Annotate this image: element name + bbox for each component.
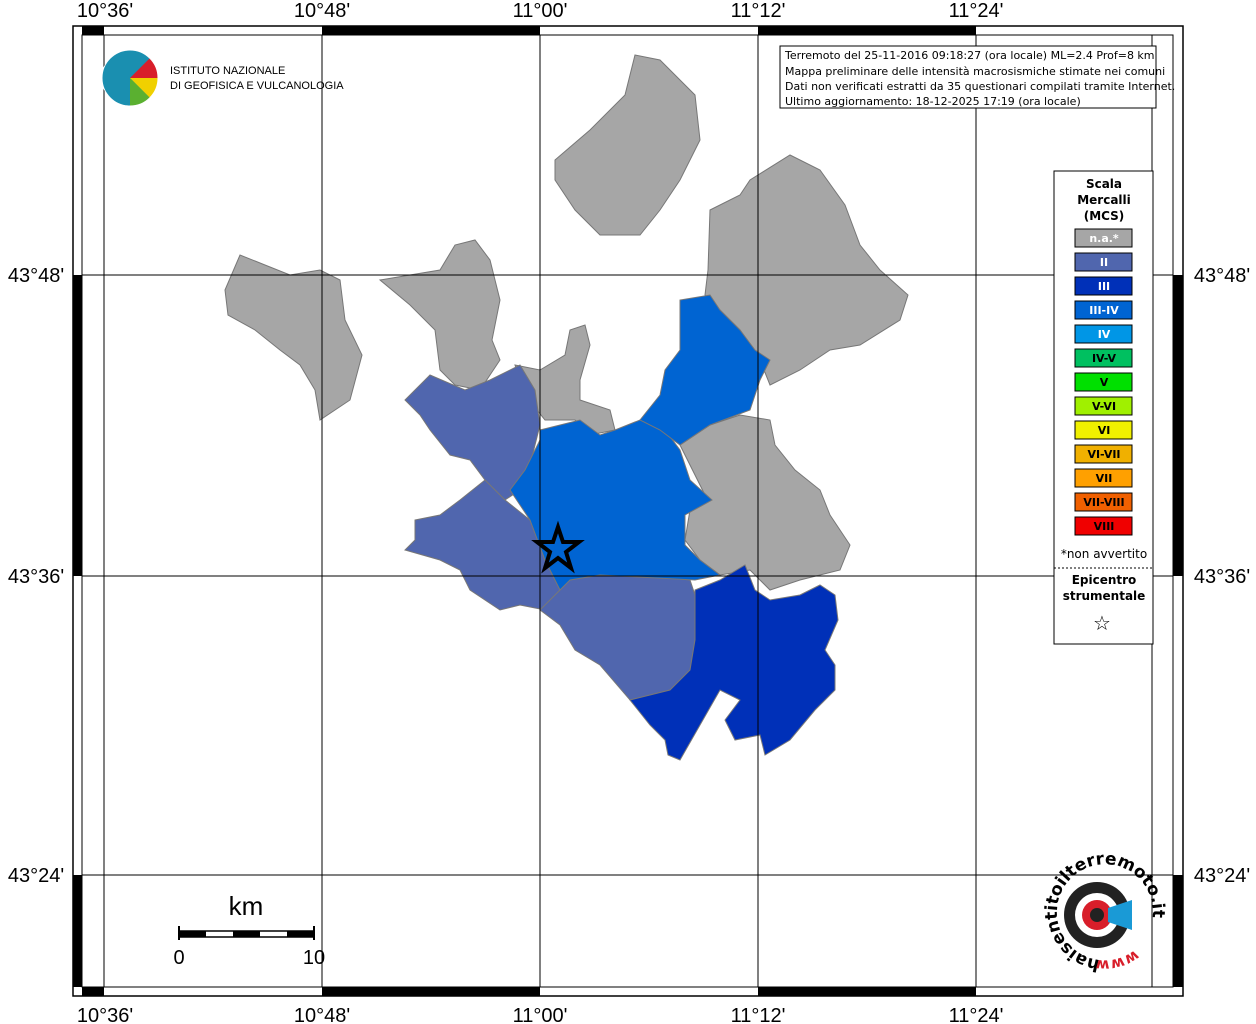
frame: [72, 25, 1184, 997]
lat-label: 43°36': [8, 566, 64, 588]
legend: Scala Mercalli (MCS) *non avvertito Epic…: [1053, 170, 1154, 645]
lon-label: 11°12': [731, 1005, 786, 1024]
legend-swatch: [1074, 252, 1133, 272]
institute-line: DI GEOFISICA E VULCANOLOGIA: [170, 80, 344, 92]
legend-swatch: [1074, 492, 1133, 512]
info-line: Terremoto del 25-11-2016 09:18:27 (ora l…: [784, 49, 1155, 62]
municipality: [378, 239, 501, 391]
legend-label: VIII: [1094, 520, 1115, 533]
epicenter-symbol: ☆: [1093, 611, 1111, 635]
lat-label: 43°48': [1194, 265, 1250, 287]
municipality: [639, 294, 771, 446]
ingv-logo: ISTITUTO NAZIONALE DI GEOFISICA E VULCAN…: [101, 49, 344, 107]
info-line: Dati non verificati estratti da 35 quest…: [785, 80, 1175, 93]
graticule: [82, 35, 1173, 987]
legend-title: Mercalli: [1077, 193, 1131, 207]
legend-label: IV-V: [1092, 352, 1117, 365]
lat-label: 43°36': [1194, 566, 1250, 588]
lat-label: 43°24': [8, 865, 64, 887]
legend-note: *non avvertito: [1061, 547, 1147, 561]
legend-swatch: [1074, 228, 1133, 248]
lon-label: 10°48': [294, 0, 350, 22]
legend-swatch: [1074, 516, 1133, 536]
coordinate-labels: 10°36' 10°36' 10°48' 10°48' 11°00' 11°00' 11°1…: [8, 0, 1250, 1024]
epicenter-label: strumentale: [1063, 589, 1146, 603]
legend-label: V-VI: [1092, 400, 1116, 413]
legend-label: II: [1100, 256, 1108, 269]
scale-label: 0: [173, 947, 184, 969]
municipality: [554, 54, 701, 236]
legend-swatch: [1074, 468, 1133, 488]
lat-label: 43°48': [8, 265, 64, 287]
legend-swatch: [1074, 420, 1133, 440]
institute-line: ISTITUTO NAZIONALE: [170, 65, 285, 77]
legend-label: IV: [1098, 328, 1111, 341]
lon-label: 10°36': [77, 1005, 133, 1024]
info-box: Terremoto del 25-11-2016 09:18:27 (ora l…: [779, 45, 1175, 109]
lon-label: 11°12': [731, 0, 786, 22]
scale-bar: km 0 10: [173, 891, 325, 969]
epicenter-star: [531, 520, 585, 574]
legend-swatch: [1074, 324, 1133, 344]
legend-label: III: [1098, 280, 1110, 293]
legend-swatch: [1074, 396, 1133, 416]
legend-swatch: [1074, 372, 1133, 392]
legend-swatch: [1074, 276, 1133, 296]
municipality: [629, 564, 839, 761]
legend-label: VII-VIII: [1083, 496, 1124, 509]
legend-label: VI: [1098, 424, 1111, 437]
legend-swatch: [1074, 348, 1133, 368]
lon-label: 11°24': [949, 1005, 1004, 1024]
lon-label: 11°00': [513, 1005, 568, 1024]
legend-label: VII: [1096, 472, 1113, 485]
legend-label: V: [1100, 376, 1109, 389]
legend-title: Scala: [1086, 177, 1122, 191]
legend-label: III-IV: [1089, 304, 1119, 317]
legend-label: VI-VII: [1087, 448, 1120, 461]
lon-label: 10°48': [294, 1005, 350, 1024]
lon-label: 11°00': [513, 0, 568, 22]
legend-swatch: [1074, 300, 1133, 320]
municipality: [509, 419, 722, 591]
legend-label: n.a.*: [1089, 232, 1119, 245]
municipalities: [224, 54, 909, 761]
legend-title: (MCS): [1084, 209, 1125, 223]
legend-swatch: [1074, 444, 1133, 464]
epicenter-label: Epicentro: [1072, 573, 1137, 587]
lat-label: 43°24': [1194, 865, 1250, 887]
scale-label: 10: [303, 947, 325, 969]
info-line: Mappa preliminare delle intensità macros…: [785, 65, 1165, 78]
lon-label: 10°36': [77, 0, 133, 22]
scale-unit: km: [229, 891, 264, 921]
municipality: [224, 254, 363, 421]
lon-label: 11°24': [949, 0, 1004, 22]
info-line: Ultimo aggiornamento: 18-12-2025 17:19 (…: [785, 95, 1081, 108]
